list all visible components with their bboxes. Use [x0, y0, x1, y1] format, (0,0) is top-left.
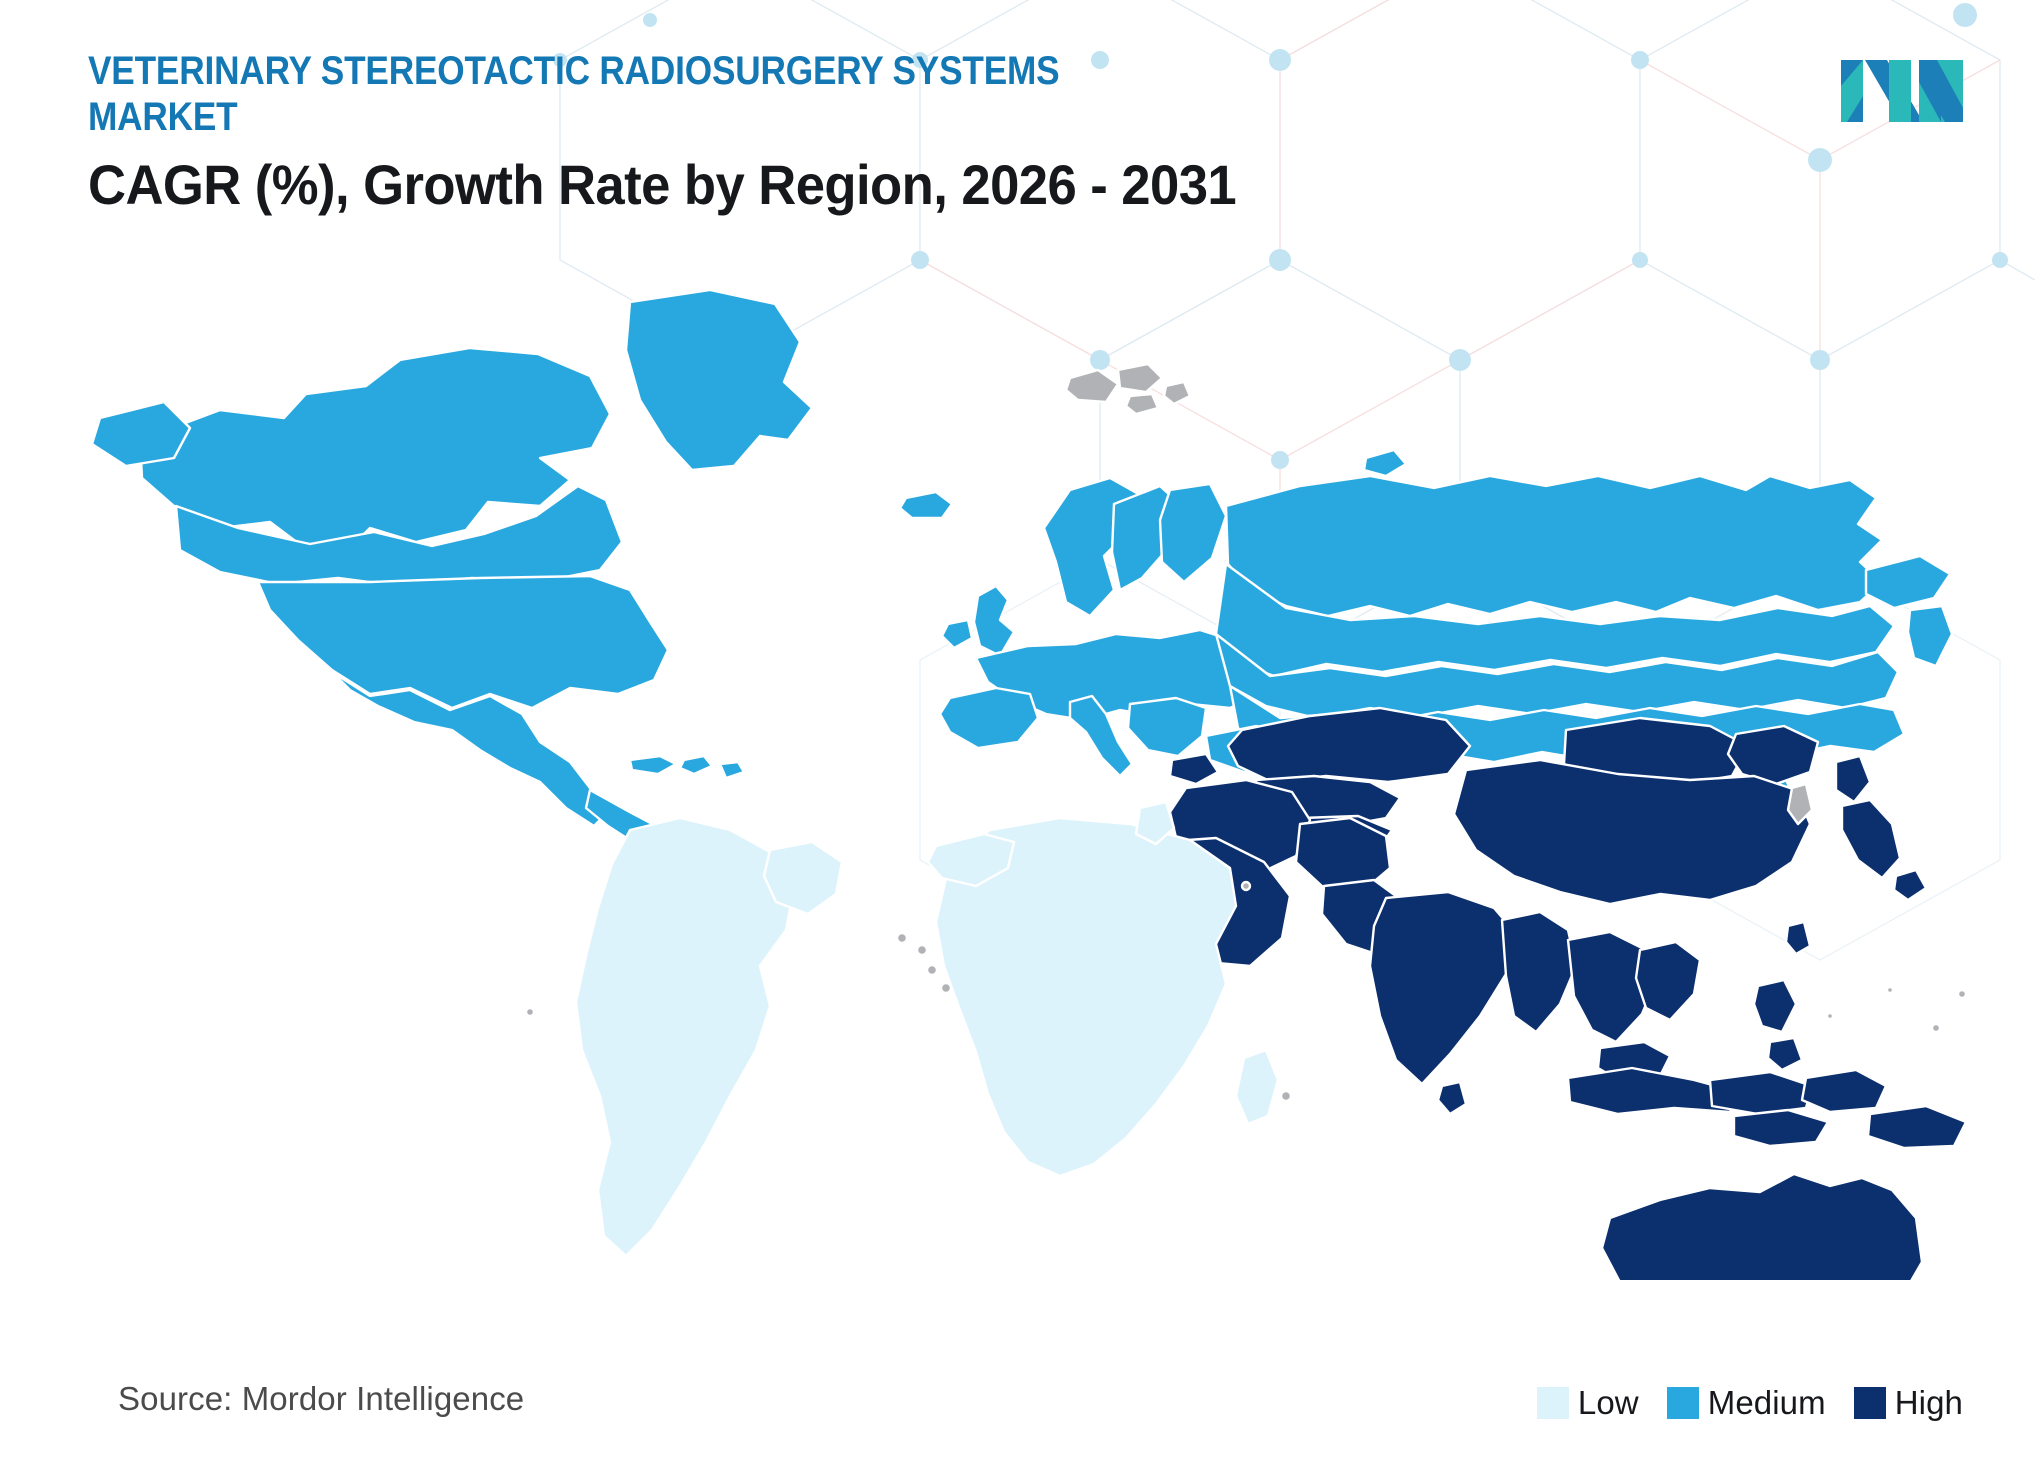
map-legend: Low Medium High [1536, 1384, 1963, 1422]
legend-item-medium: Medium [1666, 1384, 1826, 1422]
legend-item-low: Low [1536, 1384, 1639, 1422]
world-choropleth-map [70, 290, 1970, 1280]
source-label: Source: Mordor Intelligence [118, 1380, 525, 1417]
map-region-low [574, 800, 1280, 1258]
header: VETERINARY STEREOTACTIC RADIOSURGERY SYS… [88, 48, 1728, 216]
legend-label-medium: Medium [1707, 1384, 1826, 1421]
legend-swatch-high-icon [1853, 1387, 1886, 1419]
chart-subtitle: CAGR (%), Growth Rate by Region, 2026 - … [88, 153, 1237, 216]
page-title: VETERINARY STEREOTACTIC RADIOSURGERY SYS… [88, 49, 1060, 139]
mordor-intelligence-logo-icon [1841, 60, 1963, 122]
legend-item-high: High [1853, 1384, 1963, 1422]
map-region-high [1146, 706, 1968, 1280]
legend-swatch-medium-icon [1666, 1387, 1699, 1419]
legend-swatch-low-icon [1536, 1387, 1569, 1419]
legend-label-low: Low [1577, 1384, 1639, 1421]
legend-label-high: High [1894, 1384, 1963, 1421]
